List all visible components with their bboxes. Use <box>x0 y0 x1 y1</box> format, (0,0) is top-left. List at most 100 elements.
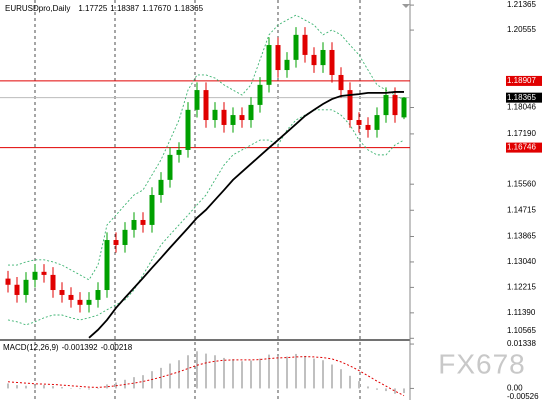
y-tick-label: 1.10565 <box>507 326 536 335</box>
y-tick-label: 1.11390 <box>507 308 536 317</box>
candle-body <box>383 95 389 116</box>
macd-bar <box>214 355 216 389</box>
candle-body <box>185 109 191 150</box>
macd-bar <box>97 388 99 389</box>
y-tick-label: 0.01338 <box>507 339 536 348</box>
candle-body <box>284 59 290 71</box>
macd-bar <box>349 375 351 389</box>
candle-body <box>5 278 11 285</box>
macd-bar <box>106 384 108 389</box>
macd-bar <box>169 363 171 389</box>
candle-body <box>194 90 200 110</box>
candle-body <box>77 299 83 305</box>
macd-bar <box>7 383 9 389</box>
candle-body <box>113 240 119 245</box>
y-tick-label: 1.12215 <box>507 283 536 292</box>
macd-bar <box>340 369 342 389</box>
y-tick-label: 1.18046 <box>507 103 536 112</box>
macd-bar <box>268 354 270 389</box>
current-price-label: 1.18365 <box>507 93 536 102</box>
candle-body <box>401 97 407 118</box>
y-tick-label: 0.00 <box>507 384 523 393</box>
candle-body <box>293 34 299 60</box>
bollinger-lower <box>7 109 405 326</box>
candle-body <box>23 279 29 295</box>
macd-bar <box>295 353 297 389</box>
level-label-box <box>506 142 542 153</box>
candle-body <box>230 115 236 125</box>
macd-bar <box>142 375 144 389</box>
y-tick-label: 1.14715 <box>507 205 536 214</box>
macd-bar <box>367 386 369 389</box>
candle-body <box>320 49 326 66</box>
candle-body <box>392 95 398 116</box>
candle-body <box>374 115 380 130</box>
candle-body <box>140 219 146 225</box>
y-tick-label: 1.13040 <box>507 257 536 266</box>
candle-body <box>212 109 218 121</box>
candle-body <box>365 124 371 130</box>
macd-bar <box>79 388 81 390</box>
macd-bar <box>25 385 27 389</box>
macd-bar <box>16 385 18 389</box>
current-price-box <box>506 92 542 103</box>
candle-body <box>86 299 92 305</box>
candle-body <box>239 115 245 121</box>
y-tick-label: 1.17190 <box>507 129 536 138</box>
candle-body <box>329 49 335 75</box>
candle-body <box>158 179 164 195</box>
level-label-box <box>506 75 542 86</box>
macd-bar <box>232 359 234 389</box>
chart-header: EURUSDpro,Daily 1.17725 1.18387 1.17670 1.18… <box>5 4 204 13</box>
macd-bar <box>259 358 261 389</box>
macd-bar <box>34 385 36 389</box>
macd-bar <box>187 355 189 389</box>
macd-bar <box>304 355 306 389</box>
close-value: 1.18365 <box>174 4 203 13</box>
chart-title: EURUSDpro,Daily <box>5 4 70 13</box>
candle-body <box>311 54 317 66</box>
candle-body <box>14 284 20 295</box>
macd-bar <box>52 386 54 389</box>
candle-body <box>248 104 254 121</box>
level-label: 1.16746 <box>507 143 536 152</box>
y-tick-label: 1.20555 <box>507 25 536 34</box>
candle-body <box>176 149 182 155</box>
candle-body <box>266 45 272 85</box>
high-value: 1.18387 <box>110 4 139 13</box>
candle-body <box>347 90 353 121</box>
macd-bar <box>358 381 360 389</box>
candle-body <box>203 90 209 121</box>
candle-body <box>59 290 65 295</box>
y-tick-label: 1.21365 <box>507 0 536 9</box>
candle-body <box>104 240 110 291</box>
low-value: 1.17670 <box>142 4 171 13</box>
candle-body <box>32 271 38 280</box>
candle-body <box>41 271 47 275</box>
macd-header: MACD(12,26,9) -0.001392 -0.00218 <box>3 343 133 352</box>
macd-bar <box>160 367 162 389</box>
macd-bar <box>313 358 315 389</box>
candle-body <box>221 109 227 125</box>
shift-marker <box>402 4 410 8</box>
watermark: FX678 <box>438 348 526 379</box>
macd-bar <box>385 388 387 392</box>
signal-value: -0.00218 <box>101 343 133 352</box>
candle-body <box>338 74 344 91</box>
level-label: 1.18907 <box>507 76 536 85</box>
candle-body <box>68 294 74 300</box>
macd-bar <box>43 385 45 389</box>
candle-body <box>356 120 362 125</box>
candle-body <box>95 290 101 300</box>
candle-body <box>131 219 137 230</box>
bollinger-upper <box>8 14 405 281</box>
y-tick-label: 1.13865 <box>507 232 536 241</box>
moving-average <box>88 91 404 339</box>
macd-bar <box>403 388 405 394</box>
macd-bar <box>250 360 252 389</box>
macd-bar <box>376 388 378 390</box>
macd-bar <box>70 388 72 389</box>
candle-body <box>149 194 155 225</box>
candle-body <box>167 154 173 180</box>
macd-bar <box>133 377 135 389</box>
